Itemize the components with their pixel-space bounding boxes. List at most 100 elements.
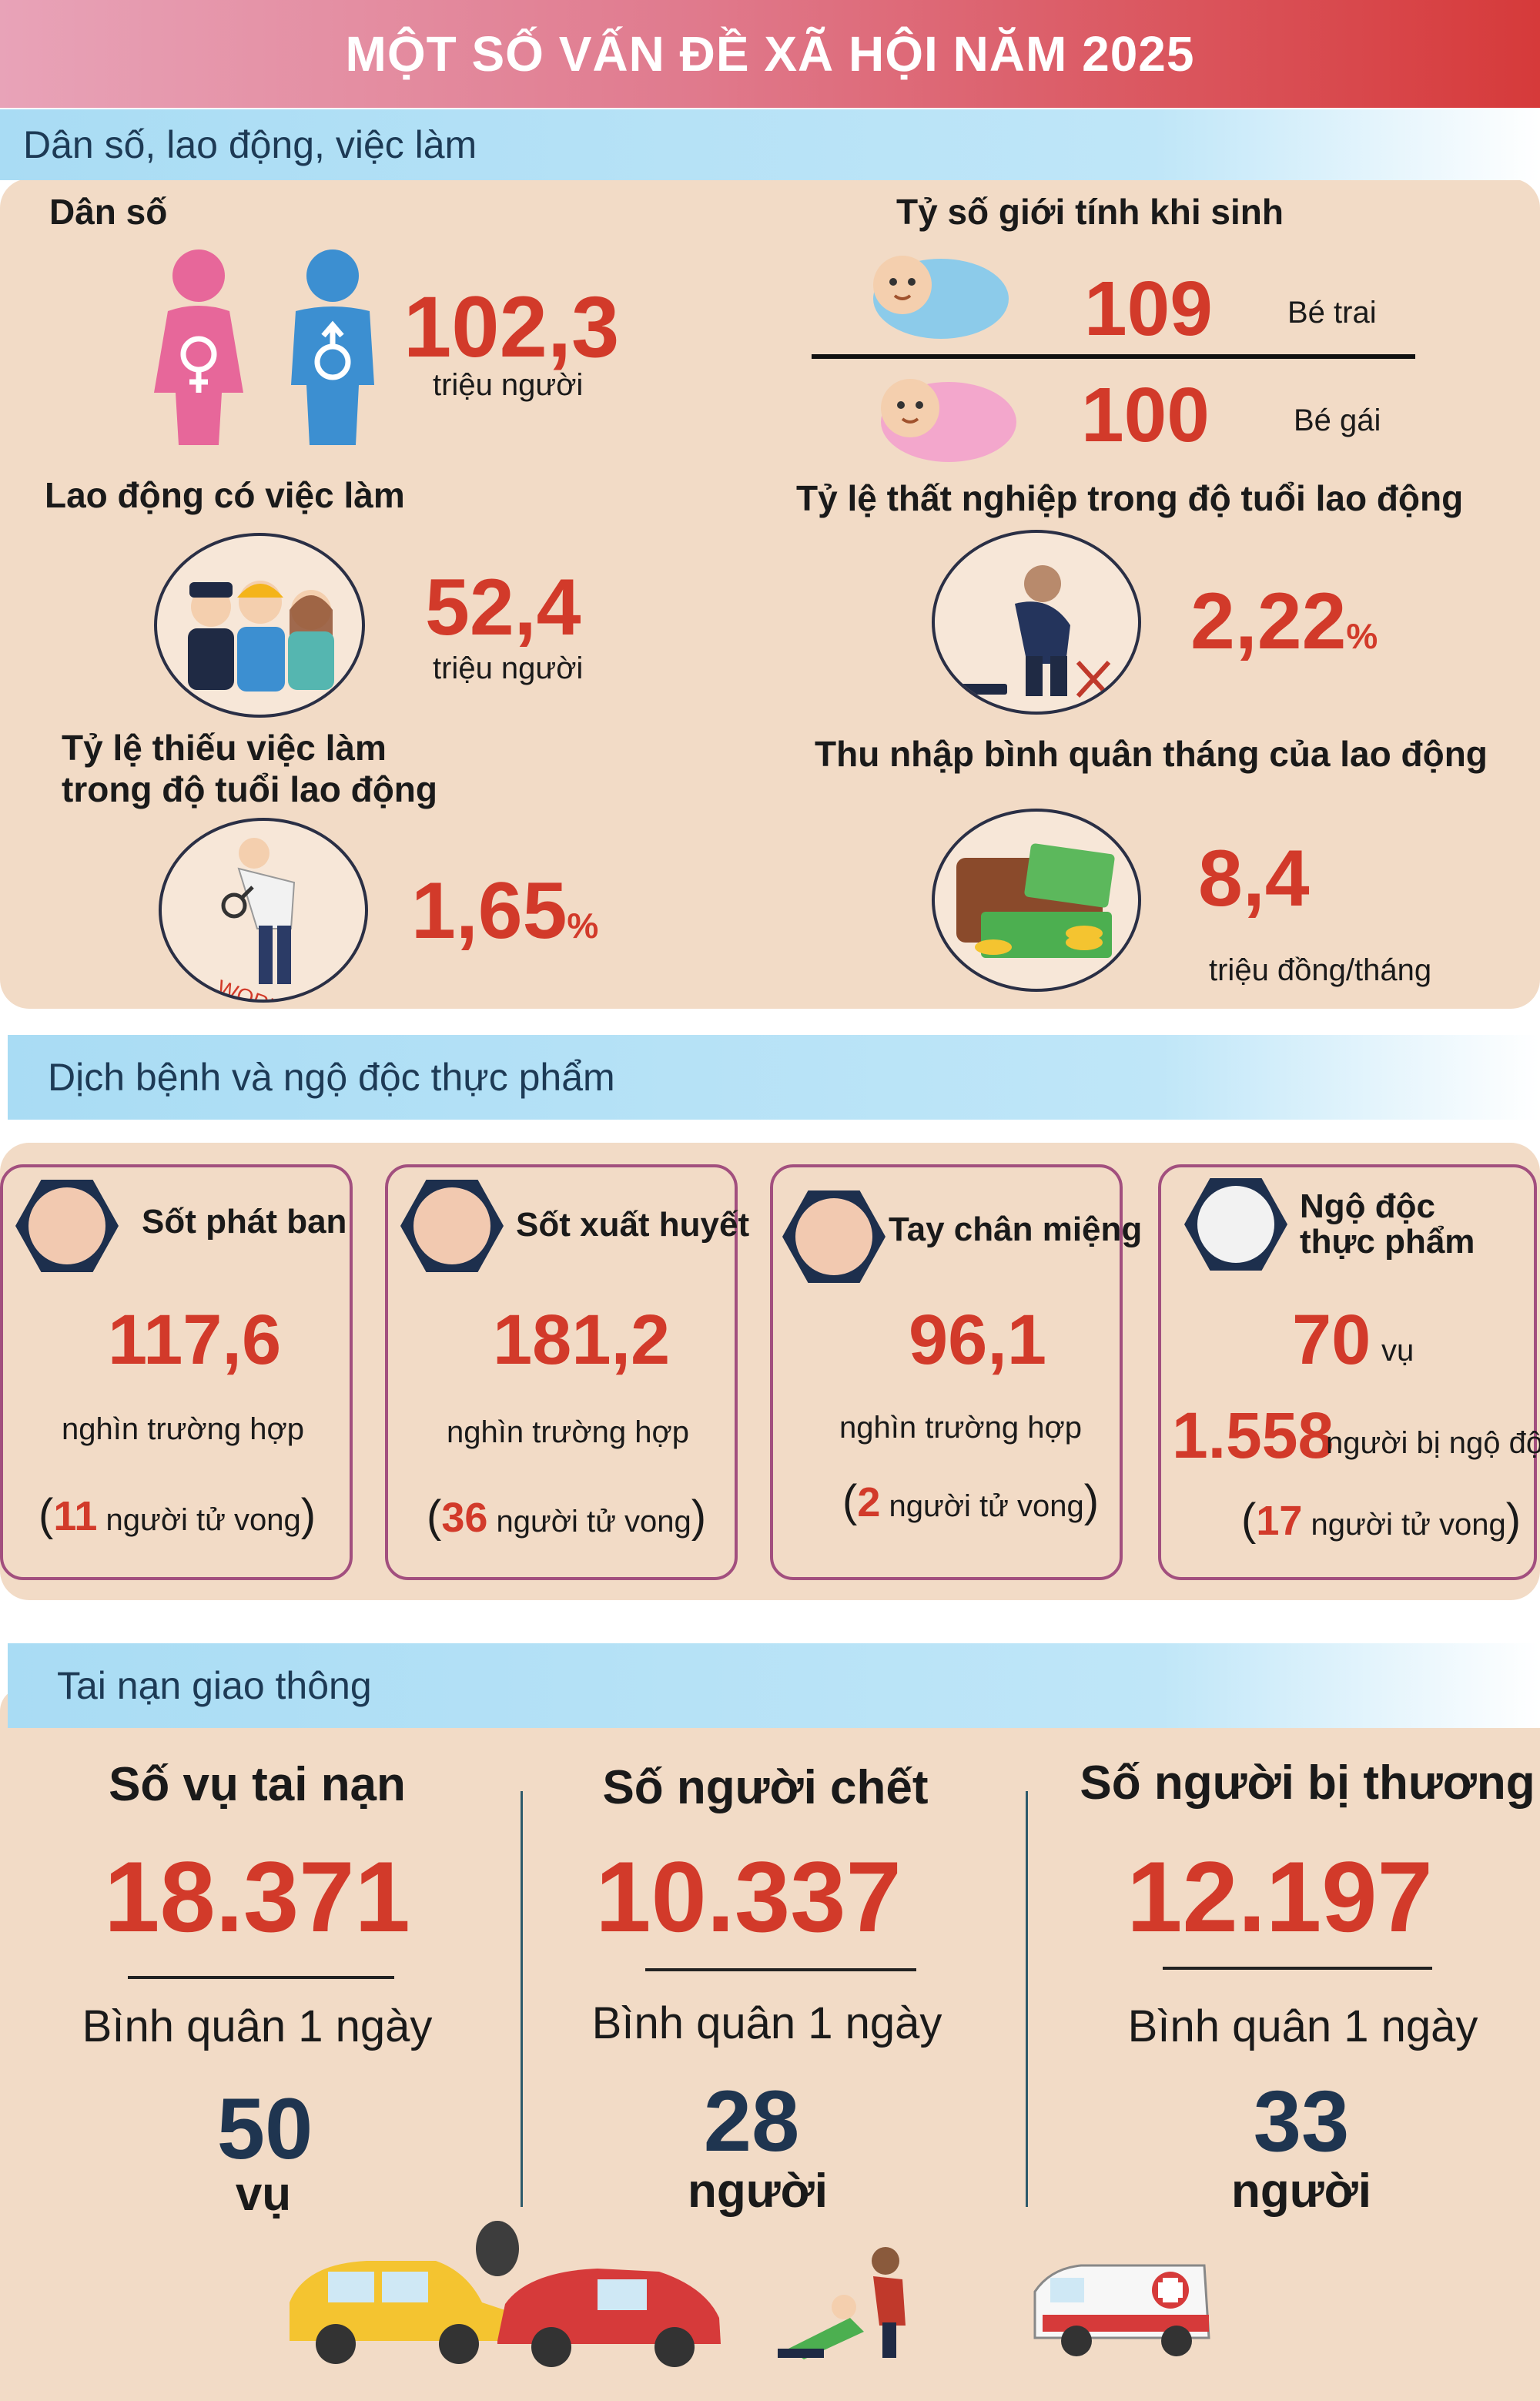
accidents-divider [128, 1976, 394, 1979]
card-hfmd: Tay chân miệng 96,1 nghìn trường hợp (2 … [770, 1164, 1142, 1580]
car-crash-icon [290, 2221, 721, 2367]
card-value-hfmd: 96,1 [909, 1301, 1047, 1379]
ambulance-icon [1033, 2264, 1210, 2356]
unemployment-label: Tỷ lệ thất nghiệp trong độ tuổi lao động [796, 478, 1464, 518]
injured-avg-unit: người [1231, 2165, 1371, 2218]
boys-label: Bé trai [1287, 296, 1377, 330]
section1-heading-band: Dân số, lao động, việc làm [0, 109, 1540, 180]
title-bar [0, 0, 1540, 108]
employed-value: 52,4 [425, 563, 581, 652]
population-unit: triệu người [433, 368, 584, 402]
card-title-rash: Sốt phát ban [142, 1203, 347, 1241]
baby-girl-icon [881, 379, 1016, 462]
separator-1 [521, 1791, 523, 2207]
workers-circle [154, 533, 365, 718]
deaths-avg-unit: người [688, 2165, 828, 2218]
card-food-poisoning: Ngộ độc thực phẩm 70 vụ 1.558 người bị n… [1158, 1164, 1540, 1580]
injured-avg-label: Bình quân 1 ngày [1127, 2001, 1478, 2051]
underemployment-label-1: Tỷ lệ thiếu việc làm [62, 728, 387, 768]
income-label: Thu nhập bình quân tháng của lao động [815, 734, 1488, 774]
death-count-food: 17 [1256, 1498, 1303, 1544]
card-deaths-food: (17 người tử vong) [1241, 1495, 1522, 1545]
food-poisoning-icon [1184, 1178, 1287, 1271]
income-unit: triệu đồng/tháng [1209, 953, 1432, 987]
section2-heading: Dịch bệnh và ngộ độc thực phẩm [48, 1056, 615, 1099]
card-deaths-rash: (11 người tử vong) [38, 1490, 316, 1540]
death-text-rash: người tử vong [105, 1503, 301, 1537]
deaths-avg-value: 28 [703, 2073, 800, 2169]
wallet-circle [932, 809, 1141, 992]
girls-value: 100 [1081, 372, 1210, 458]
food-cases-value: 70 [1292, 1301, 1371, 1379]
wallet-money-icon [956, 843, 1115, 958]
card-value-dengue: 181,2 [493, 1301, 671, 1379]
accidents-avg-unit: vụ [235, 2168, 292, 2221]
workers-icon [188, 581, 334, 692]
deaths-value: 10.337 [595, 1840, 902, 1953]
unemployment-number: 2,22 [1190, 577, 1347, 666]
injured-value: 12.197 [1127, 1840, 1433, 1953]
food-victims-value: 1.558 [1172, 1399, 1334, 1472]
mosquito-icon [400, 1180, 504, 1272]
page-title: MỘT SỐ VẤN ĐỀ XÃ HỘI NĂM 2025 [345, 26, 1195, 82]
underemployment-label-2: trong độ tuổi lao động [62, 769, 437, 809]
food-cases-unit: vụ [1381, 1334, 1414, 1368]
card-unit-hfmd: nghìn trường hợp [839, 1411, 1082, 1445]
employed-unit: triệu người [433, 651, 584, 685]
injured-head: Số người bị thương [1080, 1756, 1535, 1810]
section3-heading: Tai nạn giao thông [57, 1664, 372, 1707]
deaths-head: Số người chết [602, 1761, 929, 1814]
female-icon [154, 249, 243, 445]
food-victims-text: người bị ngộ độc [1326, 1426, 1540, 1460]
injured-person-icon [778, 2247, 906, 2359]
boys-value: 109 [1084, 266, 1213, 352]
section1-heading: Dân số, lao động, việc làm [23, 123, 477, 166]
girls-label: Bé gái [1294, 404, 1381, 437]
injured-divider [1163, 1967, 1432, 1970]
card-dengue: Sốt xuất huyết 181,2 nghìn trường hợp (3… [385, 1164, 749, 1580]
population-value: 102,3 [403, 279, 620, 375]
underemployment-percent: % [567, 906, 599, 946]
population-label: Dân số [49, 192, 168, 232]
card-unit-rash: nghìn trường hợp [62, 1412, 304, 1446]
employed-label: Lao động có việc làm [45, 475, 405, 515]
section2-heading-band: Dịch bệnh và ngộ độc thực phẩm [8, 1035, 1540, 1120]
section3-panel [0, 1688, 1540, 2401]
card-title-dengue: Sốt xuất huyết [516, 1206, 750, 1244]
rash-icon [15, 1180, 119, 1272]
death-count-rash: 11 [53, 1493, 98, 1539]
accidents-avg-label: Bình quân 1 ngày [82, 2001, 433, 2051]
svg-text:WORK: WORK [214, 976, 286, 1000]
baby-boy-icon [873, 256, 1009, 339]
card-deaths-hfmd: (2 người tử vong) [842, 1476, 1100, 1526]
accidents-avg-value: 50 [216, 2081, 313, 2177]
death-text-hfmd: người tử vong [889, 1489, 1084, 1523]
death-text-dengue: người tử vong [496, 1505, 691, 1539]
separator-2 [1026, 1791, 1028, 2207]
card-value-rash: 117,6 [108, 1301, 282, 1379]
death-count-hfmd: 2 [857, 1479, 881, 1525]
deaths-divider [645, 1968, 916, 1971]
section3-heading-band: Tai nạn giao thông [8, 1643, 1540, 1728]
underemployment-number: 1,65 [411, 866, 567, 956]
accidents-value: 18.371 [104, 1840, 410, 1953]
card-title-food-1: Ngộ độc [1300, 1187, 1435, 1225]
hand-foot-mouth-icon [782, 1190, 886, 1283]
unemployed-circle [932, 530, 1141, 715]
card-unit-dengue: nghìn trường hợp [447, 1415, 689, 1449]
underemployment-value: 1,65% [411, 866, 598, 957]
deaths-avg-label: Bình quân 1 ngày [591, 1998, 942, 2048]
sex-ratio-label: Tỷ số giới tính khi sinh [896, 192, 1284, 232]
ratio-divider [812, 354, 1415, 359]
unemployment-value: 2,22% [1190, 576, 1378, 668]
card-rash: Sốt phát ban 117,6 nghìn trường hợp (11 … [0, 1164, 353, 1580]
card-title-food-2: thực phẩm [1300, 1223, 1475, 1261]
death-text-food: người tử vong [1311, 1508, 1506, 1542]
unemployment-percent: % [1346, 616, 1378, 656]
male-icon [291, 249, 374, 445]
card-deaths-dengue: (36 người tử vong) [427, 1492, 707, 1542]
unemployed-man-icon [958, 565, 1111, 698]
death-count-dengue: 36 [441, 1495, 488, 1541]
job-search-icon: WORK [214, 838, 296, 1000]
card-title-hfmd: Tay chân miệng [889, 1211, 1143, 1248]
